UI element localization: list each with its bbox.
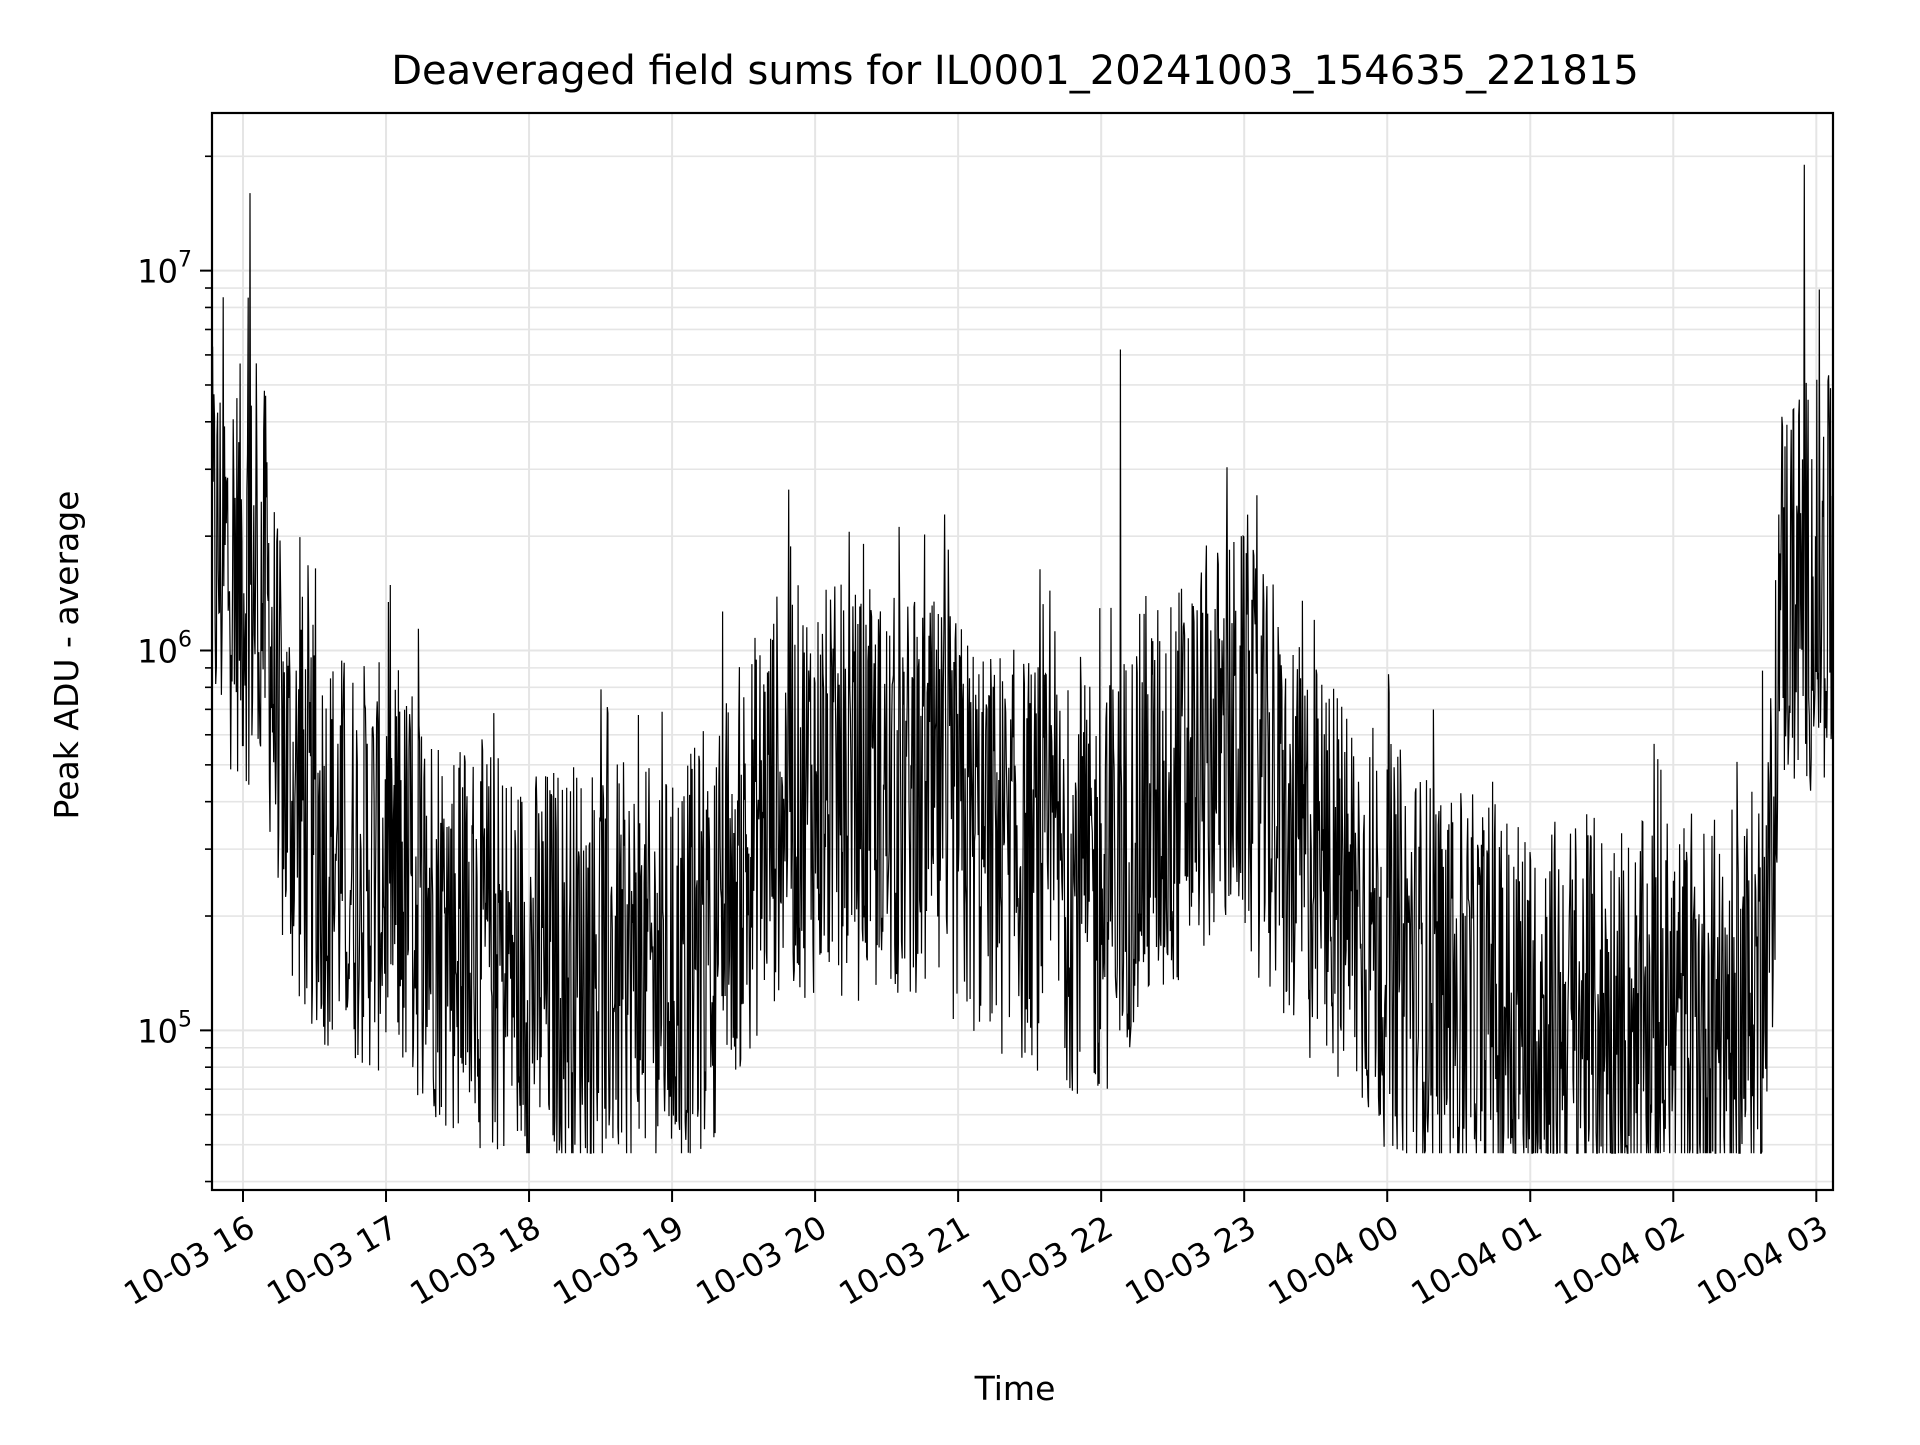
y-axis: 105 106 107	[137, 155, 212, 1183]
chart-title: Deaveraged field sums for IL0001_2024100…	[391, 48, 1639, 94]
series-line-0	[212, 164, 1833, 1155]
series-layer	[212, 164, 1833, 1155]
y-tick-label: 105	[137, 1007, 192, 1050]
y-axis-label: Peak ADU - average	[47, 491, 86, 820]
y-tick-label: 107	[137, 248, 192, 291]
y-tick-label: 106	[137, 628, 192, 671]
x-axis-label: Time	[974, 1369, 1056, 1408]
